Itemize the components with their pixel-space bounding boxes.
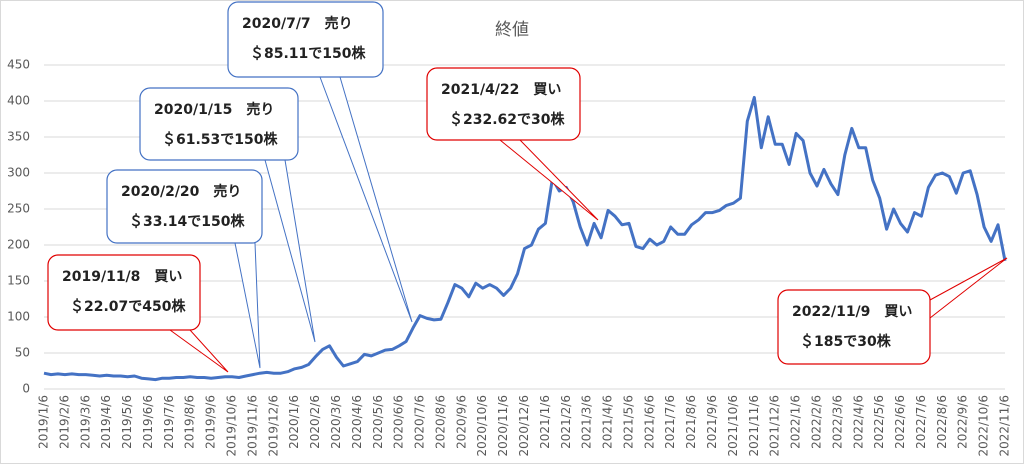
x-tick-label: 2021/10/6 (726, 395, 740, 457)
chart-title: 終値 (495, 20, 529, 40)
x-tick-label: 2022/5/6 (872, 395, 886, 449)
x-tick-label: 2020/2/6 (308, 395, 322, 449)
callout-box (227, 1, 384, 78)
x-tick-label: 2022/7/6 (914, 395, 928, 449)
x-tick-label: 2022/6/6 (893, 395, 907, 449)
x-tick-label: 2021/11/6 (747, 395, 761, 457)
x-tick-label: 2019/8/6 (183, 395, 197, 449)
x-tick-label: 2020/9/6 (454, 395, 468, 449)
x-tick-label: 2021/4/6 (601, 395, 615, 449)
y-tick-label: 250 (7, 202, 30, 216)
y-tick-label: 200 (7, 238, 30, 252)
callout-text: ＄61.53で150株 (162, 131, 279, 148)
callout-text: 2021/4/22 買い (441, 82, 561, 98)
x-tick-label: 2022/4/6 (851, 395, 865, 449)
x-tick-label: 2019/2/6 (57, 395, 71, 449)
x-tick-label: 2019/9/6 (204, 395, 218, 449)
x-tick-label: 2021/3/6 (580, 395, 594, 449)
callout-box (106, 169, 263, 244)
y-tick-label: 100 (7, 310, 30, 324)
callout-text: ＄22.07で450株 (70, 298, 187, 315)
x-tick-label: 2019/1/6 (37, 395, 51, 449)
y-tick-label: 400 (7, 94, 30, 108)
x-tick-label: 2021/2/6 (559, 395, 573, 449)
x-tick-label: 2021/8/6 (684, 395, 698, 449)
x-tick-label: 2022/10/6 (977, 395, 991, 457)
x-tick-label: 2022/11/6 (998, 395, 1012, 457)
y-tick-label: 50 (15, 346, 30, 360)
x-tick-label: 2019/5/6 (120, 395, 134, 449)
x-tick-label: 2022/8/6 (935, 395, 949, 449)
y-tick-label: 450 (7, 58, 30, 72)
y-tick-label: 300 (7, 166, 30, 180)
x-tick-label: 2019/10/6 (225, 395, 239, 457)
x-tick-label: 2020/6/6 (392, 395, 406, 449)
callout-text: 2020/2/20 売り (121, 183, 241, 200)
x-tick-label: 2021/7/6 (663, 395, 677, 449)
x-tick-label: 2019/6/6 (141, 395, 155, 449)
x-tick-label: 2019/3/6 (78, 395, 92, 449)
x-tick-label: 2019/11/6 (245, 395, 259, 457)
x-tick-label: 2020/5/6 (371, 395, 385, 449)
callout-text: 2020/1/15 売り (154, 101, 274, 118)
y-tick-label: 350 (7, 130, 30, 144)
x-tick-label: 2022/2/6 (809, 395, 823, 449)
x-tick-label: 2020/3/6 (329, 395, 343, 449)
x-tick-label: 2022/1/6 (789, 395, 803, 449)
x-tick-label: 2020/7/6 (413, 395, 427, 449)
callout-box (139, 87, 299, 161)
callout-text: ＄33.14で150株 (129, 213, 246, 230)
data-line (43, 95, 1007, 382)
x-tick-label: 2020/8/6 (433, 395, 447, 449)
x-tick-label: 2019/12/6 (266, 395, 280, 457)
callout-text: 2020/7/7 売り (242, 15, 353, 32)
x-tick-label: 2020/12/6 (517, 395, 531, 457)
x-tick-label: 2020/4/6 (350, 395, 364, 449)
x-tick-label: 2022/9/6 (956, 395, 970, 449)
y-tick-label: 0 (22, 382, 30, 396)
callout-text: ＄185で30株 (800, 333, 892, 350)
x-tick-label: 2021/12/6 (768, 395, 782, 457)
x-tick-label: 2021/5/6 (621, 395, 635, 449)
x-tick-label: 2021/1/6 (538, 395, 552, 449)
x-tick-label: 2020/11/6 (496, 395, 510, 457)
x-tick-label: 2021/9/6 (705, 395, 719, 449)
y-tick-label: 150 (7, 274, 30, 288)
x-tick-label: 2021/6/6 (642, 395, 656, 449)
x-tick-label: 2019/4/6 (99, 395, 113, 449)
x-tick-label: 2020/10/6 (475, 395, 489, 457)
x-tick-label: 2022/3/6 (830, 395, 844, 449)
x-tick-label: 2019/7/6 (162, 395, 176, 449)
x-tick-label: 2020/1/6 (287, 395, 301, 449)
callout-box (777, 289, 931, 365)
callout-text: 2022/11/9 買い (792, 304, 912, 320)
callout-box (426, 67, 581, 141)
callout-text: ＄85.11で150株 (250, 45, 367, 62)
callout-text: 2019/11/8 買い (62, 269, 182, 285)
callout-text: ＄232.62で30株 (449, 111, 566, 128)
callout-box (47, 254, 201, 331)
